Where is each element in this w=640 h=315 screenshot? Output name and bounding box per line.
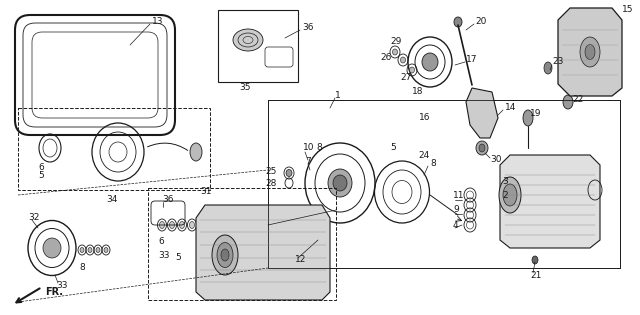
Ellipse shape [190, 143, 202, 161]
Text: 19: 19 [530, 110, 541, 118]
Polygon shape [466, 88, 498, 138]
Ellipse shape [499, 177, 521, 213]
Text: 8: 8 [430, 158, 436, 168]
Text: 36: 36 [162, 196, 173, 204]
Text: 33: 33 [158, 250, 170, 260]
Ellipse shape [217, 243, 233, 267]
Text: 28: 28 [266, 179, 277, 187]
Text: 5: 5 [175, 254, 180, 262]
Ellipse shape [563, 95, 573, 109]
Text: 11: 11 [453, 192, 465, 201]
Ellipse shape [43, 238, 61, 258]
Text: 36: 36 [302, 24, 314, 32]
Text: 22: 22 [572, 95, 583, 105]
Ellipse shape [544, 62, 552, 74]
Text: 10: 10 [303, 144, 314, 152]
Text: 29: 29 [390, 37, 401, 47]
Ellipse shape [476, 141, 488, 155]
Text: 5: 5 [390, 144, 396, 152]
Text: 33: 33 [56, 280, 67, 289]
Ellipse shape [233, 29, 263, 51]
Text: 32: 32 [28, 214, 40, 222]
Polygon shape [500, 155, 600, 248]
Text: 2: 2 [502, 192, 508, 201]
Bar [18, 108, 210, 190]
Text: 14: 14 [505, 104, 516, 112]
Text: 15: 15 [622, 5, 634, 14]
Ellipse shape [328, 169, 352, 197]
Ellipse shape [221, 249, 229, 261]
Text: 30: 30 [490, 156, 502, 164]
Text: 9: 9 [453, 205, 459, 215]
Text: 27: 27 [400, 73, 412, 83]
Ellipse shape [170, 221, 175, 228]
Text: FR.: FR. [45, 287, 63, 297]
Text: 8: 8 [316, 144, 322, 152]
Text: 26: 26 [380, 54, 392, 62]
Text: 34: 34 [106, 196, 118, 204]
Ellipse shape [104, 248, 108, 253]
Ellipse shape [580, 37, 600, 67]
Text: 12: 12 [295, 255, 307, 265]
Ellipse shape [80, 248, 84, 253]
Text: 7: 7 [305, 158, 311, 167]
Bar [218, 10, 298, 82]
Ellipse shape [523, 110, 533, 126]
Ellipse shape [454, 17, 462, 27]
Polygon shape [196, 205, 330, 300]
Text: 25: 25 [266, 168, 277, 176]
Ellipse shape [286, 169, 292, 176]
Ellipse shape [392, 49, 397, 55]
Ellipse shape [532, 256, 538, 264]
Ellipse shape [333, 175, 347, 191]
Ellipse shape [179, 221, 184, 228]
Text: 13: 13 [152, 18, 163, 26]
Text: 31: 31 [200, 187, 211, 197]
Text: 6: 6 [158, 238, 164, 247]
Text: 24: 24 [418, 151, 429, 159]
Text: 1: 1 [335, 91, 340, 100]
Text: 5: 5 [38, 170, 44, 180]
Text: 23: 23 [552, 58, 563, 66]
Ellipse shape [422, 53, 438, 71]
Text: 21: 21 [530, 271, 541, 279]
Ellipse shape [479, 144, 485, 152]
Ellipse shape [212, 235, 238, 275]
Text: 6: 6 [38, 163, 44, 171]
Ellipse shape [159, 221, 164, 228]
Ellipse shape [189, 221, 195, 228]
Text: 17: 17 [466, 55, 477, 65]
Text: 20: 20 [475, 18, 486, 26]
Text: 3: 3 [502, 177, 508, 186]
Ellipse shape [410, 67, 415, 73]
Ellipse shape [503, 184, 517, 206]
Polygon shape [558, 8, 622, 96]
Ellipse shape [88, 248, 92, 253]
Text: 4: 4 [453, 220, 459, 230]
Ellipse shape [401, 57, 406, 63]
Text: 16: 16 [419, 113, 431, 123]
Text: 35: 35 [239, 83, 251, 93]
Text: 18: 18 [412, 88, 424, 96]
Text: 8: 8 [79, 264, 85, 272]
Ellipse shape [96, 248, 100, 253]
Bar [148, 188, 336, 300]
Ellipse shape [585, 44, 595, 60]
